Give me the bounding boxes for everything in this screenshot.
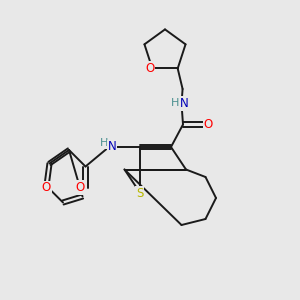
- Text: O: O: [203, 118, 212, 131]
- Text: H: H: [100, 138, 108, 148]
- Text: H: H: [171, 98, 179, 109]
- Text: O: O: [145, 62, 154, 75]
- Text: S: S: [136, 187, 143, 200]
- Text: O: O: [76, 181, 85, 194]
- Text: O: O: [42, 181, 51, 194]
- Text: N: N: [107, 140, 116, 154]
- Text: N: N: [179, 97, 188, 110]
